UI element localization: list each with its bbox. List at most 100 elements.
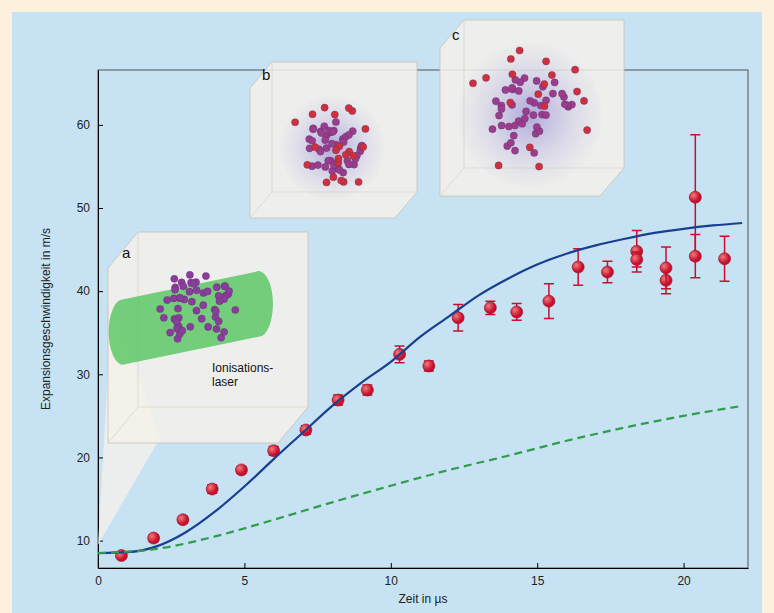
inset-box <box>108 232 308 443</box>
ion <box>329 128 336 135</box>
inset-letter: b <box>262 66 270 83</box>
plot-frame <box>98 70 748 568</box>
y-tick: 60 <box>77 118 103 132</box>
electron <box>362 125 369 132</box>
x-tick-mark <box>244 563 245 568</box>
y-tick-label: 60 <box>77 118 91 132</box>
electron <box>507 55 514 62</box>
ion <box>498 106 505 113</box>
inset-box <box>250 62 417 218</box>
electron <box>495 162 502 169</box>
electron <box>584 126 591 133</box>
data-point <box>689 250 701 262</box>
error-bar <box>720 236 730 281</box>
ion <box>502 86 509 93</box>
x-tick: 15 <box>531 563 545 588</box>
atom <box>179 327 186 334</box>
y-tick: 30 <box>77 368 103 382</box>
electron <box>312 144 319 151</box>
data-point <box>511 306 523 318</box>
atom <box>218 334 225 341</box>
ion <box>507 139 514 146</box>
y-tick: 40 <box>77 284 103 298</box>
atom <box>176 294 183 301</box>
x-tick-mark <box>684 563 685 568</box>
x-axis-line <box>99 568 749 569</box>
atom <box>187 323 194 330</box>
ion <box>325 157 332 164</box>
electron <box>323 179 330 186</box>
y-axis: 102030405060 <box>77 71 103 569</box>
ion <box>561 101 568 108</box>
inset-letter: a <box>122 244 131 261</box>
data-point <box>543 295 555 307</box>
ion <box>542 112 549 119</box>
atom <box>157 305 164 312</box>
electron <box>507 99 514 106</box>
inset-box <box>440 20 624 196</box>
y-tick-label: 20 <box>77 451 91 465</box>
y-tick-mark <box>98 125 103 126</box>
atom <box>212 308 219 315</box>
y-tick-mark <box>98 457 103 458</box>
data-point <box>601 266 613 278</box>
atom <box>160 314 167 321</box>
y-tick: 20 <box>77 451 103 465</box>
atom <box>176 294 183 301</box>
atom <box>186 288 193 295</box>
x-tick: 5 <box>242 563 249 588</box>
ion <box>345 161 352 168</box>
electron <box>292 119 299 126</box>
atom <box>221 283 228 290</box>
chart: 05101520102030405060Zeit in µsExpansions… <box>0 0 774 613</box>
ion <box>530 111 537 118</box>
x-tick: 10 <box>385 563 399 588</box>
electron <box>469 80 476 87</box>
ion <box>511 122 518 129</box>
atom <box>205 323 212 330</box>
data-point <box>423 360 435 372</box>
data-point <box>177 514 189 526</box>
electron <box>516 47 523 54</box>
x-tick-label: 10 <box>385 574 399 588</box>
page-background <box>0 0 774 613</box>
electron <box>541 81 548 88</box>
error-bar <box>632 252 642 267</box>
ion <box>498 122 505 129</box>
ion <box>489 126 496 133</box>
electron <box>580 97 587 104</box>
electron <box>335 155 342 162</box>
atom <box>213 325 220 332</box>
x-axis: 05101520 <box>95 563 748 588</box>
ion <box>310 126 317 133</box>
data-point <box>660 262 672 274</box>
atom <box>171 286 178 293</box>
electron <box>350 152 357 159</box>
ion <box>533 77 540 84</box>
inset-edge <box>440 20 624 196</box>
atom <box>174 305 181 312</box>
electron <box>331 111 338 118</box>
inset-label: Ionisations-laser <box>212 361 273 389</box>
ion <box>533 123 540 130</box>
data-point <box>484 302 496 314</box>
panel-background <box>12 12 762 613</box>
atom <box>200 302 207 309</box>
electron <box>535 91 542 98</box>
model-line-dashed <box>98 406 742 553</box>
data-point <box>631 254 643 266</box>
y-tick-label: 30 <box>77 368 91 382</box>
data-point <box>689 191 701 203</box>
ion <box>345 131 352 138</box>
inset-edge <box>108 232 308 443</box>
insets: aIonisations-laserbc <box>98 20 624 545</box>
ion <box>521 115 528 122</box>
ion <box>549 90 556 97</box>
error-bar <box>573 249 583 286</box>
data-point <box>148 532 160 544</box>
atom <box>193 307 200 314</box>
electron <box>536 163 543 170</box>
atom <box>215 318 222 325</box>
ion <box>492 98 499 105</box>
error-bar <box>690 235 700 278</box>
